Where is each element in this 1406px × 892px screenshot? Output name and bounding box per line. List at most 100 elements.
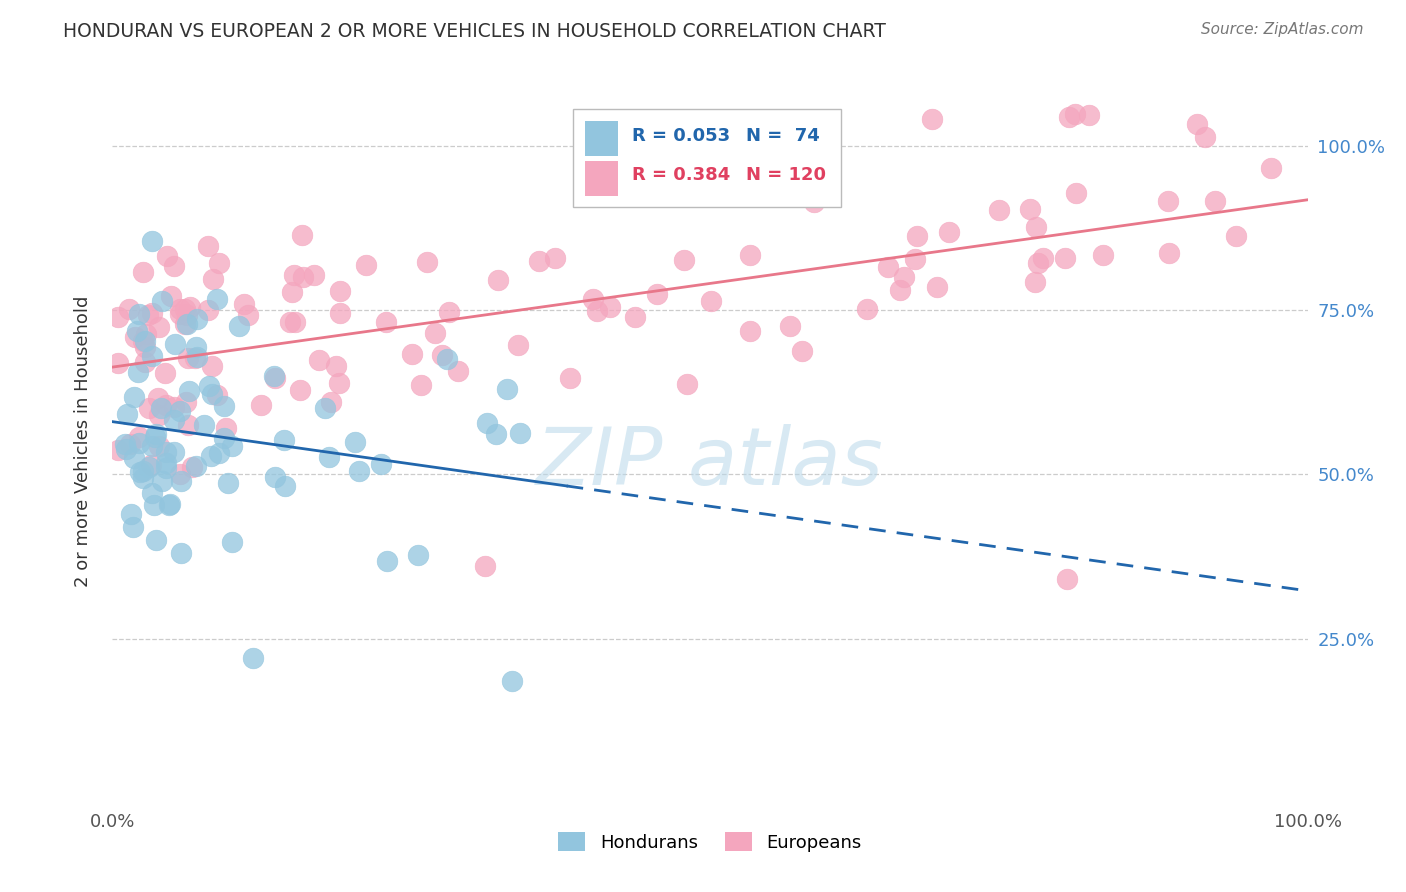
- Point: [155, 366, 177, 380]
- Point: [128, 436, 150, 450]
- Bar: [585, 121, 619, 156]
- Point: [329, 306, 352, 320]
- Point: [321, 395, 343, 409]
- Point: [288, 383, 311, 397]
- Point: [208, 446, 231, 460]
- Point: [134, 334, 156, 348]
- Y-axis label: 2 or more Vehicles in Household: 2 or more Vehicles in Household: [73, 296, 91, 587]
- Point: [120, 437, 142, 451]
- Point: [1056, 573, 1078, 587]
- Point: [121, 520, 143, 534]
- Point: [221, 535, 243, 549]
- Point: [347, 463, 370, 477]
- Point: [118, 302, 141, 317]
- Text: N =  74: N = 74: [747, 127, 820, 145]
- Point: [474, 559, 496, 574]
- Point: [155, 460, 177, 475]
- Point: [1064, 107, 1087, 121]
- Point: [1204, 194, 1226, 208]
- Text: HONDURAN VS EUROPEAN 2 OR MORE VEHICLES IN HOUSEHOLD CORRELATION CHART: HONDURAN VS EUROPEAN 2 OR MORE VEHICLES …: [63, 22, 886, 41]
- Point: [988, 202, 1011, 217]
- Point: [135, 326, 157, 341]
- Point: [163, 400, 186, 414]
- Point: [134, 341, 156, 355]
- Point: [1077, 108, 1099, 122]
- Point: [124, 450, 146, 465]
- Point: [156, 249, 179, 263]
- Point: [1024, 275, 1046, 289]
- Point: [1032, 251, 1054, 265]
- FancyBboxPatch shape: [572, 109, 842, 207]
- Point: [1185, 117, 1208, 131]
- Point: [207, 388, 229, 402]
- Point: [141, 439, 163, 453]
- Point: [508, 338, 530, 352]
- Point: [700, 294, 723, 309]
- Point: [136, 308, 159, 322]
- Point: [143, 498, 166, 512]
- Point: [318, 450, 340, 464]
- Point: [877, 260, 900, 275]
- Point: [184, 459, 207, 474]
- Point: [148, 319, 170, 334]
- Point: [1157, 245, 1180, 260]
- Point: [197, 379, 219, 393]
- Point: [179, 300, 201, 314]
- Point: [127, 324, 149, 338]
- Point: [423, 326, 446, 340]
- Point: [180, 460, 202, 475]
- Point: [624, 310, 647, 324]
- Point: [509, 426, 531, 441]
- Point: [207, 293, 229, 307]
- Point: [124, 390, 146, 404]
- Point: [141, 485, 163, 500]
- Point: [328, 376, 350, 390]
- Point: [176, 418, 198, 433]
- Point: [582, 292, 605, 306]
- Point: [495, 382, 517, 396]
- Point: [905, 228, 928, 243]
- Point: [263, 371, 285, 385]
- Point: [148, 439, 170, 453]
- Point: [485, 427, 508, 442]
- Point: [217, 476, 239, 491]
- Point: [159, 289, 181, 303]
- Point: [201, 359, 224, 373]
- Point: [599, 300, 621, 314]
- Point: [138, 459, 160, 474]
- Point: [152, 293, 174, 308]
- Text: N = 120: N = 120: [747, 167, 825, 185]
- Point: [128, 430, 150, 444]
- Point: [174, 301, 197, 316]
- Point: [174, 318, 197, 332]
- Point: [436, 351, 458, 366]
- Point: [155, 398, 177, 412]
- Point: [115, 442, 138, 457]
- Point: [162, 444, 184, 458]
- Point: [132, 264, 155, 278]
- Point: [250, 398, 273, 412]
- Point: [779, 318, 801, 333]
- Point: [179, 384, 201, 398]
- Point: [1026, 255, 1049, 269]
- Point: [155, 445, 177, 459]
- Point: [197, 303, 219, 318]
- Point: [208, 256, 231, 270]
- Point: [273, 433, 295, 447]
- Point: [903, 252, 925, 267]
- Point: [1260, 161, 1282, 175]
- Point: [475, 416, 498, 430]
- Point: [200, 450, 222, 464]
- Point: [148, 391, 170, 405]
- Point: [141, 349, 163, 363]
- Point: [416, 255, 439, 269]
- Point: [228, 319, 250, 334]
- Point: [1053, 251, 1076, 265]
- Point: [184, 351, 207, 365]
- Bar: [585, 161, 619, 196]
- Point: [242, 651, 264, 665]
- Point: [212, 399, 235, 413]
- Point: [169, 467, 191, 482]
- Point: [432, 347, 454, 361]
- Point: [281, 285, 304, 299]
